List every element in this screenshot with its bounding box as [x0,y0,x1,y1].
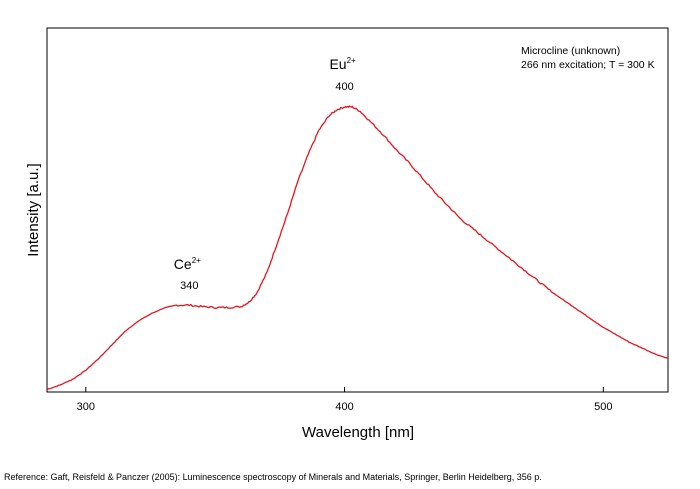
x-tick-label-1: 400 [335,401,353,413]
y-axis-title: Intensity [a.u.] [25,163,42,256]
x-tick-label-2: 500 [594,401,612,413]
series-line-0 [46,105,669,391]
sample-annotation-line-1: Microcline (unknown) [521,45,620,57]
peak-ion-label-eu: Eu2+ [329,56,356,72]
reference-citation: Reference: Gaft, Reisfeld & Panczer (200… [4,472,542,482]
peak-ion-label-ce: Ce2+ [174,256,201,272]
peak-wavelength-label-340: 340 [180,280,198,292]
peak-wavelength-label-400: 400 [335,81,353,93]
x-axis-ticks: 300 400 500 [77,387,612,413]
sample-annotation-line-2: 266 nm excitation; T = 300 K [521,59,655,71]
plot-frame [46,27,669,393]
x-axis-title: Wavelength [nm] [302,424,414,441]
x-tick-label-0: 300 [77,401,95,413]
